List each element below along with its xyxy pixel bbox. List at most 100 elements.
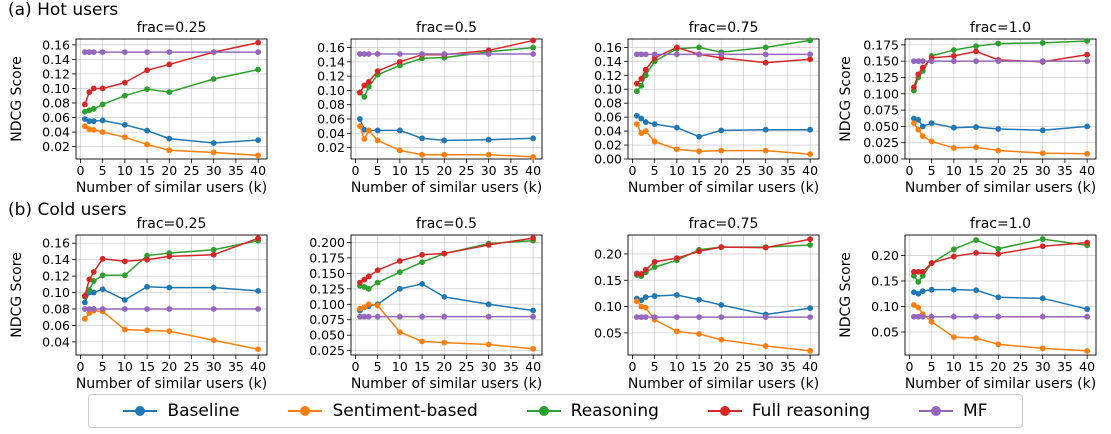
chart-2-series-baseline-point-4 [374, 127, 381, 134]
chart-3-series-full-reasoning-point-5 [673, 44, 680, 51]
chart-3-ytick-label-0: 0.00 [594, 152, 622, 167]
chart-7-xtick-label-5: 25 [736, 359, 752, 374]
chart-3-series-mf-point-8 [762, 51, 769, 58]
chart-5-series-reasoning-point-5 [121, 272, 128, 279]
chart-6-xtick-label-2: 10 [392, 359, 408, 374]
chart-7-series-baseline-point-9 [807, 305, 814, 312]
chart-3-series-reasoning-point-2 [638, 82, 645, 89]
chart-3-series-reasoning-point-1 [633, 88, 640, 95]
chart-8-series-mf-point-1 [910, 313, 917, 320]
chart-8-series-full-reasoning-point-5 [950, 253, 957, 260]
chart-3-series-baseline-point-1 [633, 112, 640, 119]
legend-swatch-sentiment-based [288, 406, 323, 416]
chart-7-xtick-label-3: 15 [691, 359, 707, 374]
chart-2-series-mf-point-1 [356, 51, 363, 57]
chart-5-ylabel: NDCG Score [9, 252, 25, 338]
chart-2-series-baseline-point-2 [361, 126, 368, 133]
chart-6-ytick-label-2: 0.075 [309, 312, 345, 327]
chart-4-series-baseline-point-5 [950, 124, 957, 131]
chart-3-title: frac=0.75 [689, 20, 759, 36]
chart-1-series-full-reasoning-point-1 [81, 101, 88, 108]
chart-3-xtick-label-0: 0 [628, 163, 636, 178]
chart-7-series-mf-point-2 [638, 314, 645, 321]
chart-1-series-baseline-point-1 [81, 116, 88, 122]
chart-8-series-mf-point-9 [1084, 313, 1091, 320]
chart-5-series-full-reasoning-point-1 [81, 292, 88, 299]
chart-3-series-baseline-point-2 [638, 115, 645, 122]
chart-3-ytick-label-8: 0.16 [594, 40, 622, 55]
chart-4-ytick-label-0: 0.000 [863, 152, 899, 167]
legend-item-reasoning: Reasoning [526, 401, 659, 421]
chart-1-series-reasoning-point-2 [86, 107, 93, 114]
chart-5-xlabel: Number of similar users (k) [76, 376, 267, 390]
chart-8-ylabel: NDCG Score [838, 252, 854, 338]
chart-2-ytick-label-1: 0.04 [317, 126, 345, 141]
chart-7-series-full-reasoning-point-4 [651, 258, 658, 265]
chart-6-series-sentiment-based-point-6 [419, 338, 425, 345]
chart-7-series-mf-point-7 [718, 314, 725, 321]
chart-1-series-full-reasoning-point-3 [90, 85, 97, 92]
chart-4-ylabel: NDCG Score [838, 56, 854, 142]
chart-1-series-mf-point-9 [255, 49, 262, 55]
chart-6-title: frac=0.5 [416, 216, 477, 232]
chart-3-series-baseline-point-5 [673, 124, 680, 131]
chart-4-series-reasoning-point-9 [1084, 38, 1091, 44]
chart-8-series-sentiment-based-point-2 [915, 304, 922, 311]
chart-8-xtick-label-8: 40 [1079, 359, 1095, 374]
chart-5-series-full-reasoning-point-3 [90, 269, 97, 275]
chart-2-xtick-label-2: 10 [392, 163, 408, 178]
chart-3-series-baseline-point-4 [651, 121, 658, 128]
chart-2-ytick-label-2: 0.06 [317, 112, 345, 127]
chart-1-ytick-label-5: 0.12 [42, 66, 70, 81]
chart-4-series-sentiment-based-point-7 [995, 147, 1002, 154]
chart-6-series-reasoning-point-5 [396, 269, 403, 276]
chart-6-xtick-label-6: 30 [481, 359, 497, 374]
chart-4-series-full-reasoning-line [913, 50, 1088, 88]
chart-grid: 0 5 10 15 20 25 30 35 400.020.040.060.080.100.12… [9, 20, 1097, 390]
chart-3-xtick-label-7: 35 [780, 163, 796, 178]
chart-3-ytick-label-6: 0.12 [594, 68, 622, 83]
chart-1-series-sentiment-based-point-7 [166, 147, 173, 154]
chart-5-xtick-label-4: 20 [161, 359, 177, 374]
chart-6-series-baseline-point-7 [441, 293, 448, 300]
chart-7-series-sentiment-based-point-8 [762, 343, 769, 349]
chart-2-xtick-label-7: 35 [503, 163, 519, 178]
chart-6-series-sentiment-based-point-5 [396, 329, 403, 336]
chart-1-series-sentiment-based-point-5 [121, 134, 128, 141]
chart-6-series-full-reasoning-point-7 [441, 250, 448, 257]
chart-7-series-baseline-point-5 [673, 292, 680, 298]
chart-1-series-sentiment-based-point-9 [255, 152, 262, 159]
chart-8-xtick-label-0: 0 [905, 359, 913, 374]
chart-3-series-baseline-point-8 [762, 126, 769, 133]
chart-5-series-reasoning-point-2 [86, 287, 93, 293]
chart-1-series-mf-point-7 [166, 49, 173, 55]
chart-8-series-sentiment-based-point-1 [910, 302, 917, 308]
chart-7-frame [627, 234, 820, 356]
chart-1-ytick-label-2: 0.06 [42, 110, 70, 125]
chart-6-series-mf-point-7 [441, 313, 448, 320]
chart-1-series-baseline-point-3 [90, 118, 97, 125]
chart-1-series-mf-point-6 [144, 49, 150, 55]
chart-8-xtick-label-1: 5 [928, 359, 936, 374]
chart-5-series-full-reasoning-point-4 [99, 255, 106, 262]
chart-8-series-mf-point-6 [973, 313, 979, 320]
chart-4-ytick-label-5: 0.125 [863, 70, 899, 85]
chart-6-series-full-reasoning-point-3 [365, 273, 372, 280]
chart-2-series-full-reasoning-point-4 [374, 68, 381, 75]
chart-7-series-sentiment-based-point-5 [673, 328, 680, 335]
chart-1-series-full-reasoning-point-9 [255, 39, 262, 46]
chart-8-series-baseline-point-6 [973, 287, 979, 294]
chart-7-series-mf-point-9 [807, 314, 814, 321]
chart-2-series-reasoning-point-9 [530, 44, 537, 51]
chart-3-series-mf-point-1 [633, 51, 640, 58]
chart-5-series-baseline-point-7 [166, 284, 173, 291]
chart-6-xtick-label-5: 25 [459, 359, 475, 374]
chart-8-series-full-reasoning-point-1 [910, 268, 917, 275]
chart-1-series-full-reasoning-point-4 [99, 85, 106, 92]
chart-1-series-mf-point-3 [90, 49, 97, 55]
chart-7-series-full-reasoning-line [636, 238, 811, 275]
chart-1-ytick-label-6: 0.14 [42, 52, 70, 67]
chart-7-series-full-reasoning-point-9 [807, 236, 814, 243]
chart-4-series-sentiment-based-point-3 [919, 133, 926, 140]
chart-3-xtick-label-2: 10 [669, 163, 685, 178]
